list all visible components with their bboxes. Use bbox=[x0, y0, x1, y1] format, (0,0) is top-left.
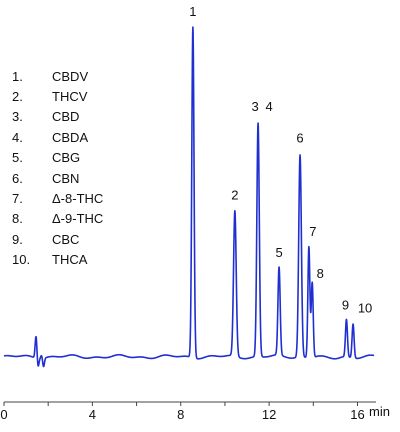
x-axis: 0 4 8 12 16 min bbox=[0, 401, 390, 422]
legend-label: CBDA bbox=[52, 129, 89, 145]
legend-number: 4. bbox=[12, 129, 23, 145]
x-tick-label: 12 bbox=[262, 407, 276, 422]
legend-number: 8. bbox=[12, 211, 23, 227]
legend-label: Δ-8-THC bbox=[52, 191, 104, 207]
peak-labels: 1 2 3 4 5 6 7 8 9 10 bbox=[189, 4, 372, 316]
legend-label: CBC bbox=[52, 231, 80, 247]
peak-label: 2 bbox=[231, 188, 238, 203]
legend-number: 5. bbox=[12, 150, 23, 166]
legend-label: CBG bbox=[52, 150, 81, 166]
chromatogram-trace bbox=[3, 26, 375, 368]
legend: 1. CBDV 2. THCV 3. CBD 4. CBDA 5. CBG 6. CBN 7… bbox=[12, 66, 103, 270]
legend-label: Δ-9-THC bbox=[52, 211, 104, 227]
legend-number: 2. bbox=[12, 89, 23, 105]
peak-label: 8 bbox=[317, 266, 324, 281]
legend-item: 7. Δ-8-THC bbox=[12, 188, 103, 208]
legend-number: 9. bbox=[12, 231, 23, 247]
legend-number: 3. bbox=[12, 109, 23, 125]
legend-item: 9. CBC bbox=[12, 229, 103, 249]
legend-item: 4. CBDA bbox=[12, 127, 103, 147]
x-axis-label: min bbox=[369, 404, 390, 419]
legend-item: 3. CBD bbox=[12, 107, 103, 127]
x-tick-label: 8 bbox=[177, 407, 184, 422]
legend-label: CBN bbox=[52, 170, 80, 186]
peak-label: 4 bbox=[265, 99, 272, 114]
legend-label: CBD bbox=[52, 109, 80, 125]
peak-label: 10 bbox=[358, 301, 372, 316]
peak-label: 1 bbox=[189, 4, 196, 19]
legend-number: 1. bbox=[12, 68, 23, 84]
peak-label: 7 bbox=[309, 224, 316, 239]
legend-item: 5. CBG bbox=[12, 148, 103, 168]
legend-number: 7. bbox=[12, 191, 23, 207]
x-tick-label: 4 bbox=[89, 407, 96, 422]
peak-label: 5 bbox=[275, 245, 282, 260]
legend-label: THCA bbox=[52, 252, 88, 268]
peak-label: 6 bbox=[296, 131, 303, 146]
legend-label: THCV bbox=[52, 89, 88, 105]
legend-item: 8. Δ-9-THC bbox=[12, 209, 103, 229]
trace-layer bbox=[3, 26, 375, 368]
peak-label: 3 bbox=[251, 99, 258, 114]
legend-item: 2. THCV bbox=[12, 86, 103, 106]
legend-number: 6. bbox=[12, 170, 23, 186]
legend-item: 10. THCA bbox=[12, 250, 103, 270]
legend-label: CBDV bbox=[52, 68, 89, 84]
legend-item: 1. CBDV bbox=[12, 66, 103, 86]
legend-item: 6. CBN bbox=[12, 168, 103, 188]
peak-label: 9 bbox=[342, 297, 349, 312]
x-tick-label: 0 bbox=[0, 407, 7, 422]
legend-number: 10. bbox=[12, 252, 31, 268]
x-tick-label: 16 bbox=[350, 407, 364, 422]
